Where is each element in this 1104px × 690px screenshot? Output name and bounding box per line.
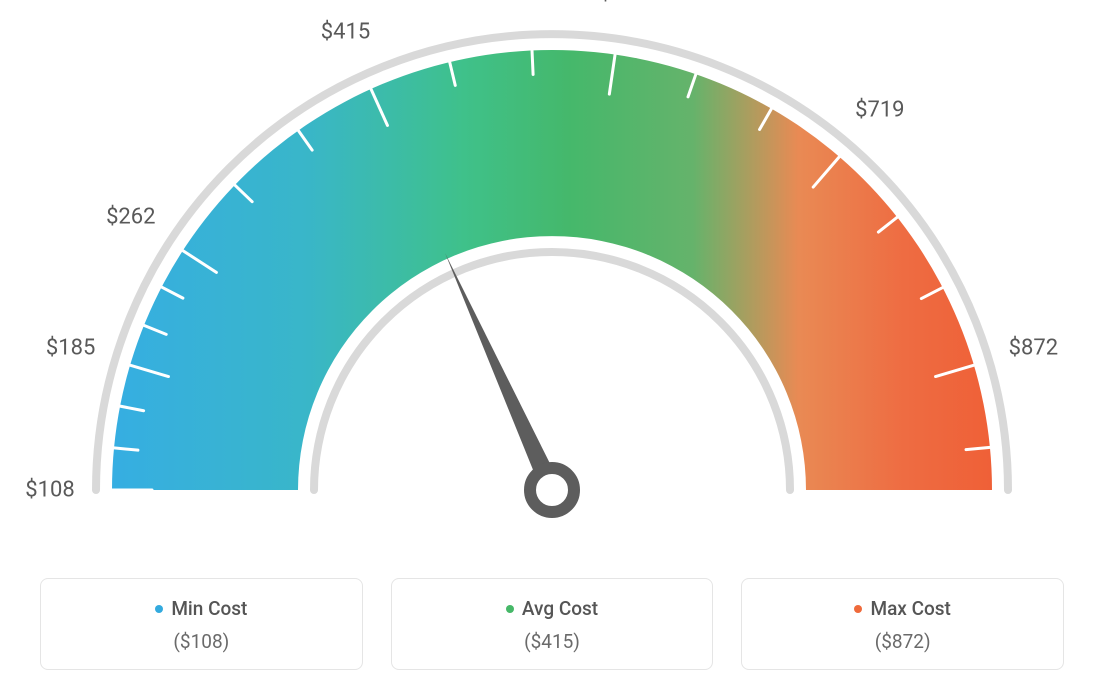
scale-label: $108: [25, 478, 74, 503]
legend-dot-icon: [854, 605, 862, 613]
legend-title-min: Min Cost: [155, 597, 247, 620]
legend-label-avg: Avg Cost: [522, 597, 598, 620]
legend-card-max: Max Cost ($872): [741, 578, 1064, 670]
legend-value-max: ($872): [752, 630, 1053, 653]
legend-card-avg: Avg Cost ($415): [391, 578, 714, 670]
scale-label: $872: [1009, 335, 1058, 360]
gauge-area: $108 $185 $262 $415 $567 $719 $872: [0, 0, 1104, 560]
scale-label: $262: [106, 204, 155, 229]
legend-dot-icon: [155, 605, 163, 613]
scale-label: $185: [46, 335, 95, 360]
scale-label: $719: [855, 97, 904, 122]
legend-value-min: ($108): [51, 630, 352, 653]
scale-label: $567: [599, 0, 648, 6]
legend-value-avg: ($415): [402, 630, 703, 653]
legend-title-avg: Avg Cost: [506, 597, 598, 620]
legend-row: Min Cost ($108) Avg Cost ($415) Max Cost…: [40, 578, 1064, 670]
gauge-needle: [445, 253, 561, 494]
scale-label: $415: [321, 20, 370, 45]
gauge-svg: [0, 0, 1104, 560]
legend-label-min: Min Cost: [171, 597, 247, 620]
legend-card-min: Min Cost ($108): [40, 578, 363, 670]
legend-title-max: Max Cost: [854, 597, 950, 620]
legend-label-max: Max Cost: [870, 597, 950, 620]
legend-dot-icon: [506, 605, 514, 613]
gauge-needle-base: [530, 468, 574, 512]
